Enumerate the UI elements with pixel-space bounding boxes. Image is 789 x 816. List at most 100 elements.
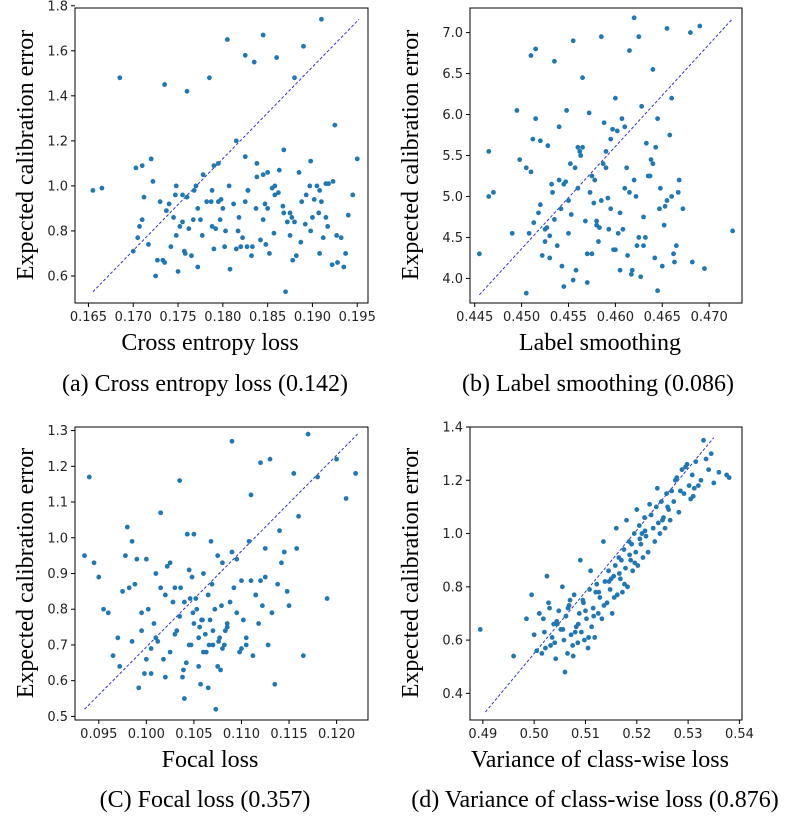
data-point (212, 606, 218, 612)
data-point (242, 199, 248, 205)
data-point (669, 95, 675, 101)
data-point (170, 599, 176, 605)
data-point (208, 199, 214, 205)
data-point (680, 206, 686, 212)
data-point (200, 617, 205, 623)
data-point (307, 183, 313, 189)
data-point (568, 632, 574, 638)
data-point (164, 563, 170, 569)
data-point (693, 459, 699, 465)
data-point (669, 194, 675, 199)
data-point (534, 648, 540, 654)
data-point (86, 474, 92, 480)
data-point (600, 161, 606, 167)
data-point (281, 549, 287, 555)
data-point (220, 646, 225, 651)
data-point (260, 603, 265, 609)
y-axis-label: Expected calibration error (13, 448, 39, 699)
data-point (667, 517, 673, 523)
data-point (267, 251, 272, 256)
data-point (550, 189, 555, 195)
data-point (595, 611, 601, 616)
data-point (157, 199, 163, 205)
data-point (624, 165, 630, 171)
data-point (233, 246, 239, 252)
data-point (648, 512, 654, 518)
data-point (249, 253, 254, 259)
data-point (575, 144, 581, 150)
data-point (661, 515, 666, 520)
data-point (590, 605, 596, 611)
x-tick-label: 0.50 (520, 727, 549, 742)
data-point (190, 217, 196, 223)
plot-frame (469, 7, 743, 304)
data-point (258, 237, 263, 243)
data-point (341, 264, 347, 270)
data-point (314, 183, 320, 189)
data-point (286, 603, 292, 609)
data-point (655, 288, 660, 294)
data-point (608, 206, 614, 212)
data-point (181, 667, 186, 673)
data-point (115, 635, 121, 641)
data-point (622, 581, 627, 587)
data-point (196, 635, 202, 641)
data-point (584, 280, 590, 285)
data-point (652, 539, 658, 544)
data-point (589, 173, 595, 179)
data-point (542, 239, 548, 244)
data-point (153, 273, 159, 279)
data-point (91, 560, 97, 566)
data-point (262, 574, 268, 580)
data-point (244, 244, 250, 250)
data-point (280, 203, 286, 209)
data-point (689, 259, 695, 265)
data-point (587, 189, 593, 195)
y-tick-label: 1.4 (442, 421, 463, 436)
data-point (253, 206, 259, 211)
data-point (275, 581, 281, 587)
data-point (202, 631, 208, 637)
data-point (196, 664, 202, 669)
x-tick-label: 0.105 (175, 727, 212, 742)
data-point (242, 52, 248, 58)
data-point (616, 571, 622, 576)
data-point (616, 555, 622, 560)
data-point (636, 523, 642, 528)
data-point (661, 222, 667, 228)
data-point (319, 199, 324, 205)
data-point (572, 629, 578, 635)
y-tick-label: 0.6 (442, 634, 463, 649)
data-point (195, 206, 201, 211)
data-point (545, 143, 551, 149)
data-point (343, 251, 348, 256)
data-point (239, 646, 244, 651)
scatter-points (82, 431, 359, 712)
x-tick-label: 0.180 (204, 310, 241, 325)
data-point (676, 509, 682, 515)
data-point (627, 48, 632, 54)
data-point (561, 637, 567, 643)
data-point (219, 603, 224, 609)
y-tick-label: 1.3 (47, 424, 68, 439)
data-point (308, 158, 314, 164)
data-point (523, 165, 529, 171)
data-point (605, 195, 611, 201)
data-point (558, 206, 564, 212)
data-point (509, 230, 515, 236)
y-tick-label: 4.0 (442, 272, 463, 287)
data-point (653, 144, 659, 150)
data-point (631, 177, 637, 183)
data-point (596, 589, 602, 595)
data-point (582, 637, 587, 643)
data-point (126, 585, 132, 591)
data-point (650, 67, 656, 72)
data-point (298, 239, 304, 245)
data-point (227, 599, 233, 605)
data-point (201, 571, 206, 576)
data-point (528, 169, 534, 175)
data-point (281, 210, 287, 216)
data-point (210, 628, 216, 634)
data-point (329, 262, 335, 268)
data-point (667, 132, 673, 138)
